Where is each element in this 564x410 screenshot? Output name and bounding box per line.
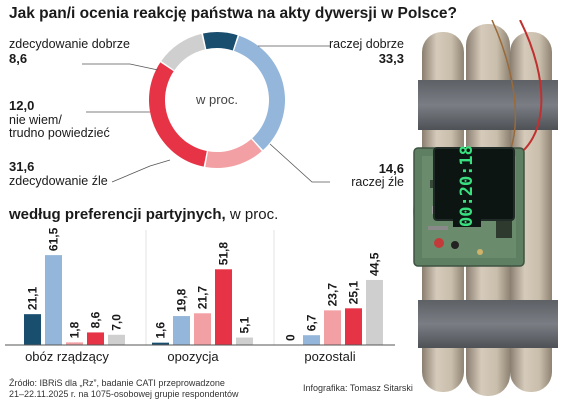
label-raczej-dobrze: raczej dobrze	[328, 37, 404, 51]
timer-value: 00:20:18	[457, 145, 477, 227]
grouped-bar-chart: 21,1 61,5 1,8 8,6 7,0 1,6 19,8 21,7 51,8 5,1 0 6,7 2…	[5, 227, 395, 364]
section-heading-unit: w proc.	[229, 206, 279, 223]
value-zdecydowanie-dobrze: 8,6	[9, 51, 28, 66]
source-line-1: Źródło: IBRiS dla „Rz”, badanie CATI prz…	[9, 378, 225, 388]
label-nie-wiem-line1: nie wiem/	[9, 113, 62, 127]
donut-center-label: w proc.	[196, 92, 238, 107]
leader-line-zdecydowanie-zle	[111, 159, 171, 183]
bar-0-2	[66, 342, 83, 345]
leader-line-raczej-zle	[269, 143, 330, 183]
value-raczej-dobrze: 33,3	[378, 51, 404, 66]
donut-segment-0	[233, 35, 286, 151]
bar-label-1-4: 5,1	[238, 317, 252, 334]
donut-segment-4	[203, 31, 238, 51]
bar-label-2-0: 0	[284, 334, 298, 341]
chart-title: Jak pan/i ocenia reakcję państwa na akty…	[9, 5, 457, 22]
bar-0-0	[24, 314, 41, 345]
donut-segments	[148, 31, 286, 168]
bar-2-4	[366, 279, 383, 345]
bar-1-0	[152, 342, 169, 345]
value-zdecydowanie-zle: 31,6	[9, 159, 35, 174]
credit: Infografika: Tomasz Sitarski	[303, 383, 413, 393]
dynamite-bomb-illustration	[413, 20, 558, 396]
donut-chart	[82, 31, 330, 183]
bar-2-3	[345, 308, 362, 345]
source-note: Źródło: IBRiS dla „Rz”, badanie CATI prz…	[9, 378, 239, 400]
bar-label-0-3: 8,6	[89, 311, 103, 328]
bar-label-0-2: 1,8	[68, 321, 82, 338]
donut-segment-3	[161, 33, 206, 71]
bar-1-1	[173, 316, 190, 345]
bar-label-2-2: 23,7	[326, 283, 340, 307]
label-zdecydowanie-zle: zdecydowanie źle	[9, 174, 108, 188]
bar-label-1-0: 1,6	[154, 322, 168, 339]
bar-label-1-2: 21,7	[196, 286, 210, 310]
bar-label-1-1: 19,8	[175, 288, 189, 312]
leader-line-zdecydowanie-dobrze	[82, 63, 159, 71]
bar-1-2	[194, 313, 211, 345]
donut-segment-2	[148, 62, 207, 167]
bar-2-2	[324, 310, 341, 345]
bar-value-labels: 21,1 61,5 1,8 8,6 7,0 1,6 19,8 21,7 51,8 5,1 0 6,7 2…	[26, 227, 382, 341]
bar-1-3	[215, 269, 232, 345]
bar-label-0-1: 61,5	[47, 227, 61, 251]
section-heading: według preferencji partyjnych, w proc.	[9, 206, 278, 223]
label-nie-wiem-line2: trudno powiedzieć	[9, 126, 110, 140]
section-heading-bold: według preferencji partyjnych,	[9, 206, 226, 223]
source-line-2: 21–22.11.2025 r. na 1075-osobowej grupie…	[9, 389, 239, 399]
timer-display: 00:20:18	[453, 145, 481, 227]
category-labels: obóz rządzący opozycja pozostali	[25, 349, 356, 364]
donut-segment-1	[205, 139, 262, 168]
bar-0-1	[45, 255, 62, 345]
bar-label-1-3: 51,8	[217, 242, 231, 266]
donut-leader-lines	[82, 45, 330, 183]
bar-0-3	[87, 332, 104, 345]
bar-label-0-0: 21,1	[26, 286, 40, 310]
bar-1-4	[236, 337, 253, 345]
bar-2-1	[303, 335, 320, 345]
label-raczej-zle: raczej źle	[351, 175, 404, 189]
category-label-0: obóz rządzący	[25, 349, 109, 364]
label-zdecydowanie-dobrze: zdecydowanie dobrze	[9, 37, 130, 51]
category-label-2: pozostali	[304, 349, 355, 364]
gridlines	[145, 230, 275, 345]
bar-label-0-4: 7,0	[110, 314, 124, 331]
bar-0-4	[108, 334, 125, 345]
bar-label-2-3: 25,1	[347, 281, 361, 305]
category-label-1: opozycja	[167, 349, 219, 364]
bar-marks	[24, 255, 383, 345]
value-nie-wiem: 12,0	[9, 98, 35, 113]
bar-label-2-1: 6,7	[305, 314, 319, 331]
bar-label-2-4: 44,5	[368, 252, 382, 276]
value-raczej-zle: 14,6	[378, 161, 404, 176]
